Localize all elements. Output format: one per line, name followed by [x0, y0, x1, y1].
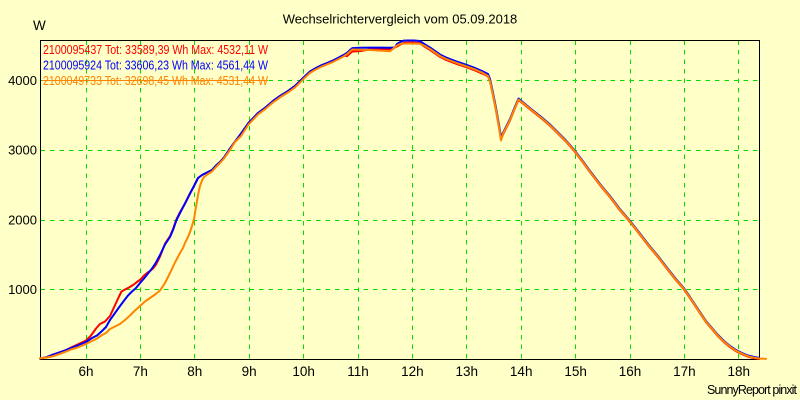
svg-text:17h: 17h [673, 364, 696, 379]
svg-text:W: W [33, 18, 46, 33]
svg-text:15h: 15h [564, 364, 587, 379]
svg-text:8h: 8h [187, 364, 202, 379]
svg-text:1000: 1000 [8, 282, 37, 297]
svg-text:4000: 4000 [8, 73, 37, 88]
svg-text:3000: 3000 [8, 143, 37, 158]
svg-text:9h: 9h [242, 364, 257, 379]
svg-text:SunnyReport pinxit: SunnyReport pinxit [707, 383, 798, 397]
svg-text:12h: 12h [401, 364, 424, 379]
svg-text:18h: 18h [728, 364, 751, 379]
svg-text:16h: 16h [619, 364, 642, 379]
svg-text:11h: 11h [347, 364, 369, 379]
svg-text:14h: 14h [510, 364, 533, 379]
svg-text:7h: 7h [133, 364, 148, 379]
svg-text:10h: 10h [292, 364, 315, 379]
svg-text:13h: 13h [456, 364, 479, 379]
svg-text:2100095437 Tot: 33589,39 Wh Ma: 2100095437 Tot: 33589,39 Wh Max: 4532,11… [43, 42, 269, 57]
svg-text:2000: 2000 [8, 213, 37, 228]
svg-text:Wechselrichtervergleich vom 05: Wechselrichtervergleich vom 05.09.2018 [283, 12, 518, 27]
svg-text:6h: 6h [78, 364, 93, 379]
svg-text:2100095924 Tot: 33606,23 Wh Ma: 2100095924 Tot: 33606,23 Wh Max: 4561,44… [43, 58, 269, 73]
